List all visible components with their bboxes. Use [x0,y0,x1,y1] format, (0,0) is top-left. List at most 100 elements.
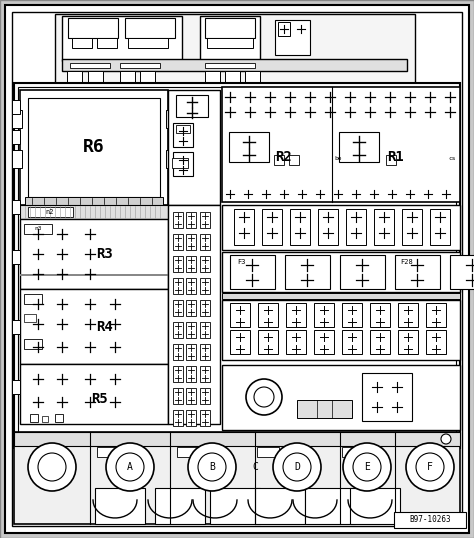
Bar [426,303,446,327]
Bar [222,293,460,299]
Bar [186,212,196,228]
Bar [275,20,310,55]
Bar [20,90,168,205]
Bar [200,212,210,228]
Bar [14,432,460,446]
Bar [12,100,20,114]
Bar [225,71,240,85]
Bar [426,330,446,354]
Bar [258,303,278,327]
Bar [24,294,42,304]
Bar [255,488,305,524]
Bar [30,414,38,422]
Text: F3: F3 [238,259,246,265]
Text: R1: R1 [388,150,404,164]
Bar [200,322,210,338]
Text: R4: R4 [97,320,113,334]
Text: F28: F28 [401,259,413,265]
Bar [173,123,193,147]
Bar [125,18,175,38]
Text: cs: cs [448,157,456,161]
Bar [207,38,253,48]
Bar [186,278,196,294]
Bar [173,410,183,426]
Bar [68,18,118,38]
Bar [286,330,306,354]
Bar [120,71,135,85]
Bar [42,416,48,422]
Bar [285,255,330,289]
Bar [222,365,460,430]
Bar [12,130,20,144]
Bar [297,400,352,418]
Bar [168,90,220,205]
Bar [205,71,220,85]
Bar [205,63,255,68]
Circle shape [406,443,454,491]
Bar [362,373,412,421]
Bar [173,322,183,338]
Bar [342,330,362,354]
Text: B97-10263: B97-10263 [409,515,451,525]
Bar [14,83,460,448]
Bar [12,110,22,128]
Text: F: F [427,462,433,472]
Bar [176,125,190,133]
Bar [305,488,355,524]
Bar [177,447,199,457]
Bar [173,234,183,250]
Circle shape [353,453,381,481]
Bar [262,209,282,245]
Bar [97,38,117,48]
Bar [70,63,110,68]
Bar [173,344,183,360]
Text: E: E [364,462,370,472]
Bar [173,366,183,382]
Text: R3: R3 [97,247,113,261]
Circle shape [116,453,144,481]
Bar [55,14,415,102]
Bar [222,87,460,202]
Bar [200,234,210,250]
Bar [274,155,284,165]
Bar [24,314,36,322]
Bar [155,488,205,524]
Bar [222,300,460,360]
Bar [234,209,254,245]
Circle shape [254,387,274,407]
Text: D: D [294,462,300,472]
Circle shape [441,434,451,444]
Circle shape [273,443,321,491]
Bar [25,197,163,205]
Text: bo: bo [334,157,342,161]
Bar [450,255,474,289]
Bar [186,410,196,426]
Bar [230,303,250,327]
Bar [28,98,160,197]
Circle shape [28,443,76,491]
Bar [314,303,334,327]
Bar [24,224,52,234]
Bar [200,256,210,272]
Bar [62,59,407,71]
Bar [140,71,155,85]
Bar [289,155,299,165]
Bar [20,219,168,289]
Bar [258,330,278,354]
Bar [172,158,188,168]
Bar [286,303,306,327]
Bar [95,488,145,524]
Bar [20,274,168,276]
Bar [346,209,366,245]
Bar [386,155,396,165]
Bar [20,289,168,364]
Bar [173,152,193,176]
Bar [200,278,210,294]
Bar [24,339,42,349]
Bar [97,447,119,457]
Bar [166,150,176,168]
Bar [55,414,63,422]
Bar [245,71,260,85]
Bar [88,71,103,85]
Circle shape [246,379,282,415]
